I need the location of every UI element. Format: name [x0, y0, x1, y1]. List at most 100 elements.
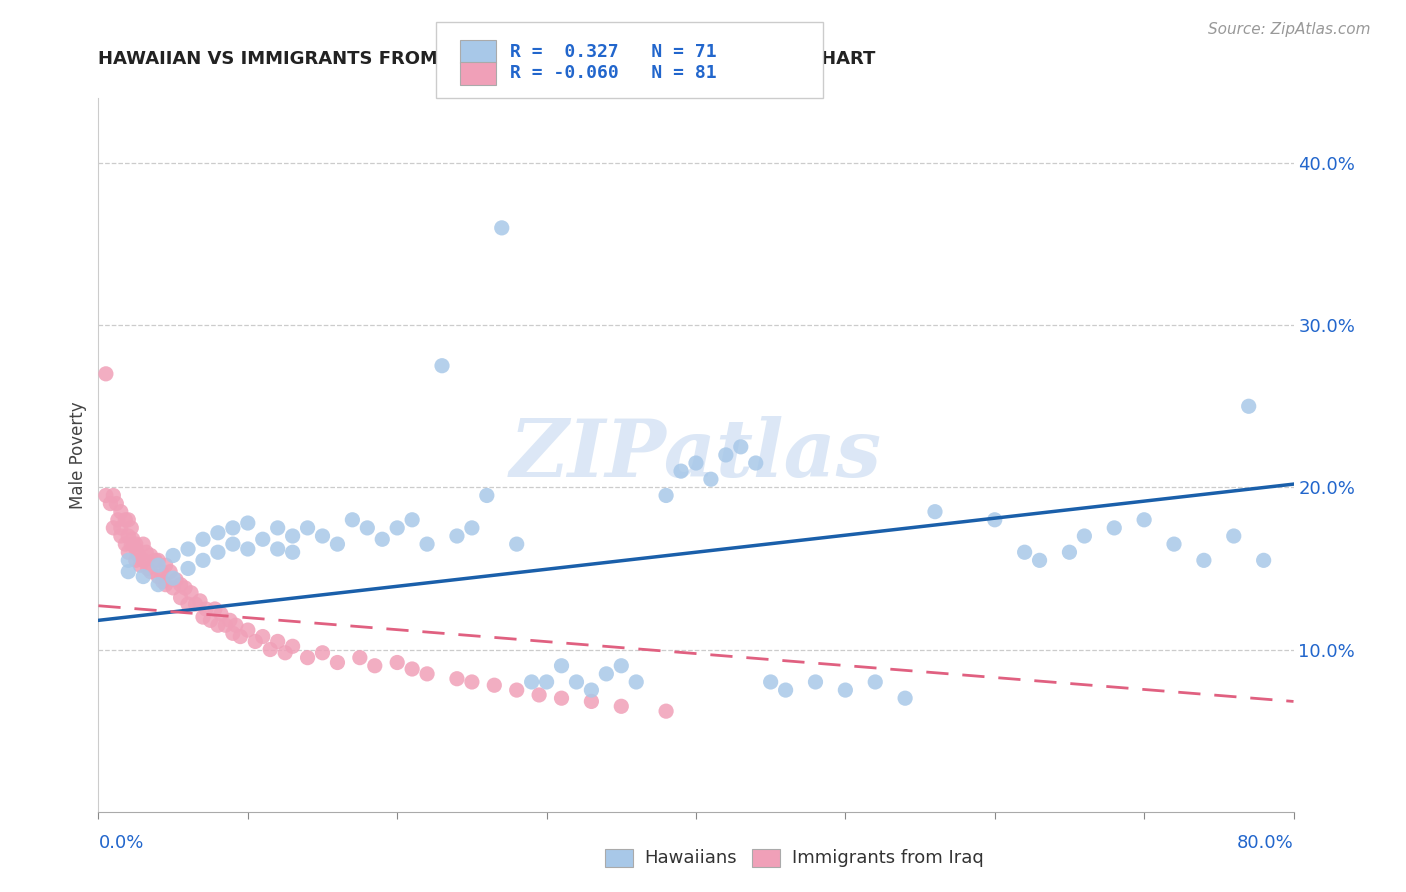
Point — [1073, 529, 1095, 543]
Point — [177, 541, 200, 556]
Point — [117, 553, 139, 567]
Point — [267, 634, 290, 648]
Point — [245, 634, 267, 648]
Point — [581, 694, 603, 708]
Point — [222, 521, 245, 535]
Point — [162, 581, 184, 595]
Point — [1192, 553, 1215, 567]
Point — [117, 545, 139, 559]
Point — [311, 646, 333, 660]
Point — [236, 516, 259, 530]
Point — [132, 569, 155, 583]
Text: R = -0.060   N = 81: R = -0.060 N = 81 — [510, 64, 717, 82]
Point — [1223, 529, 1246, 543]
Point — [894, 691, 917, 706]
Point — [191, 610, 214, 624]
Point — [581, 683, 603, 698]
Point — [1014, 545, 1036, 559]
Point — [326, 537, 349, 551]
Point — [430, 359, 453, 373]
Point — [132, 537, 155, 551]
Point — [222, 537, 245, 551]
Point — [349, 650, 371, 665]
Point — [107, 513, 129, 527]
Text: ZIPatlas: ZIPatlas — [510, 417, 882, 493]
Point — [311, 529, 333, 543]
Point — [229, 630, 252, 644]
Point — [94, 367, 117, 381]
Point — [110, 505, 132, 519]
Point — [865, 675, 887, 690]
Point — [1253, 553, 1275, 567]
Point — [834, 683, 856, 698]
Point — [461, 675, 484, 690]
Point — [655, 488, 678, 502]
Point — [759, 675, 782, 690]
Point — [506, 537, 529, 551]
Point — [148, 553, 170, 567]
Point — [655, 704, 678, 718]
Text: 80.0%: 80.0% — [1237, 834, 1294, 852]
Point — [169, 591, 191, 605]
Point — [506, 683, 529, 698]
Y-axis label: Male Poverty: Male Poverty — [69, 401, 87, 508]
Point — [129, 558, 152, 573]
Point — [114, 513, 136, 527]
Point — [169, 577, 191, 591]
Point — [550, 691, 572, 706]
Point — [177, 597, 200, 611]
Point — [714, 448, 737, 462]
Point — [128, 549, 150, 563]
Point — [209, 607, 232, 621]
Point — [536, 675, 558, 690]
Point — [139, 565, 162, 579]
Point — [475, 488, 498, 502]
Point — [385, 521, 409, 535]
Point — [236, 541, 259, 556]
Point — [136, 561, 159, 575]
Point — [155, 558, 177, 573]
Point — [125, 537, 148, 551]
Point — [162, 571, 184, 585]
Point — [214, 618, 236, 632]
Point — [191, 553, 214, 567]
Point — [326, 656, 349, 670]
Point — [730, 440, 752, 454]
Point — [527, 688, 550, 702]
Text: HAWAIIAN VS IMMIGRANTS FROM IRAQ MALE POVERTY CORRELATION CHART: HAWAIIAN VS IMMIGRANTS FROM IRAQ MALE PO… — [98, 49, 876, 67]
Point — [120, 537, 142, 551]
Point — [165, 573, 187, 587]
Point — [207, 545, 229, 559]
Point — [105, 497, 128, 511]
Point — [274, 646, 297, 660]
Point — [143, 553, 166, 567]
Point — [356, 521, 378, 535]
Point — [236, 623, 259, 637]
Point — [207, 618, 229, 632]
Point — [174, 581, 197, 595]
Point — [416, 666, 439, 681]
Point — [1133, 513, 1156, 527]
Point — [595, 666, 617, 681]
Point — [252, 630, 274, 644]
Point — [225, 618, 247, 632]
Point — [685, 456, 707, 470]
Point — [1059, 545, 1081, 559]
Point — [191, 533, 214, 547]
Text: Source: ZipAtlas.com: Source: ZipAtlas.com — [1208, 22, 1371, 37]
Point — [103, 521, 125, 535]
Point — [624, 675, 647, 690]
Point — [364, 658, 387, 673]
Point — [125, 541, 148, 556]
Point — [297, 521, 319, 535]
Point — [148, 558, 170, 573]
Point — [281, 529, 304, 543]
Point — [207, 525, 229, 540]
Point — [162, 549, 184, 563]
Point — [121, 533, 143, 547]
Point — [152, 574, 174, 589]
Point — [159, 565, 181, 579]
Point — [281, 640, 304, 654]
Point — [924, 505, 946, 519]
Point — [700, 472, 723, 486]
